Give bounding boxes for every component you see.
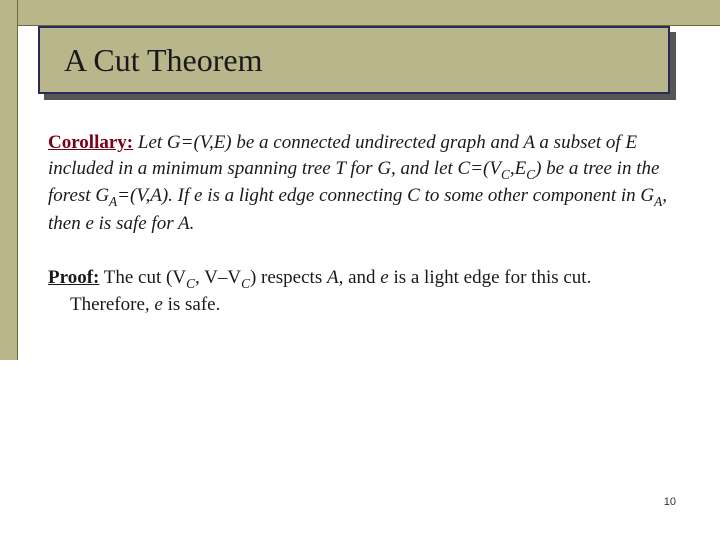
proof-sub-1: C <box>186 276 195 291</box>
corollary-label: Corollary: <box>48 132 133 153</box>
proof-text-1: The cut (V <box>99 267 186 288</box>
corollary-text-2: ,E <box>510 158 526 179</box>
proof-ital-2: e <box>380 267 388 288</box>
slide-number: 10 <box>664 496 676 508</box>
proof-text-6: is safe. <box>163 294 221 315</box>
proof-ital-3: e <box>154 294 162 315</box>
sub-c1: C <box>501 166 510 181</box>
corollary-paragraph: Corollary: Let G=(V,E) be a connected un… <box>48 130 668 237</box>
sub-c2: C <box>526 166 535 181</box>
proof-sub-2: C <box>241 276 250 291</box>
proof-text-2: , V–V <box>195 267 241 288</box>
sub-a1: A <box>109 194 117 209</box>
left-stripe <box>0 0 18 360</box>
corollary-text-4: =(V,A). If e is a light edge connecting … <box>117 185 654 206</box>
proof-paragraph: Proof: The cut (VC, V–VC) respects A, an… <box>48 265 668 318</box>
slide-body: Corollary: Let G=(V,E) be a connected un… <box>48 130 668 318</box>
proof-label: Proof: <box>48 267 99 288</box>
slide-title: A Cut Theorem <box>64 42 263 79</box>
top-stripe <box>0 0 720 26</box>
proof-ital-1: A <box>327 267 339 288</box>
proof-text-4: , and <box>339 267 381 288</box>
title-box: A Cut Theorem <box>38 26 670 94</box>
proof-text-3: ) respects <box>250 267 327 288</box>
